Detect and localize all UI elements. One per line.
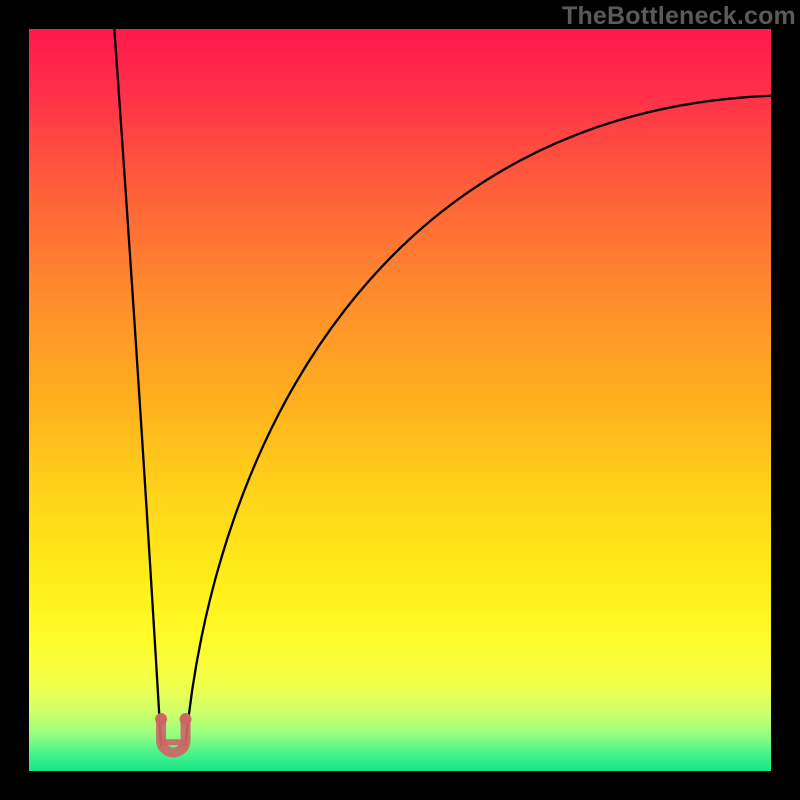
optimal-marker-dot-right [180,713,192,725]
curve-left-branch [114,29,161,745]
chart-plot-area [29,29,771,771]
curve-right-branch [186,96,771,745]
curve-overlay [29,29,771,771]
watermark-text: TheBottleneck.com [562,2,796,31]
stage: TheBottleneck.com [0,0,800,800]
optimal-marker [161,719,185,752]
optimal-marker-dot-left [155,713,167,725]
